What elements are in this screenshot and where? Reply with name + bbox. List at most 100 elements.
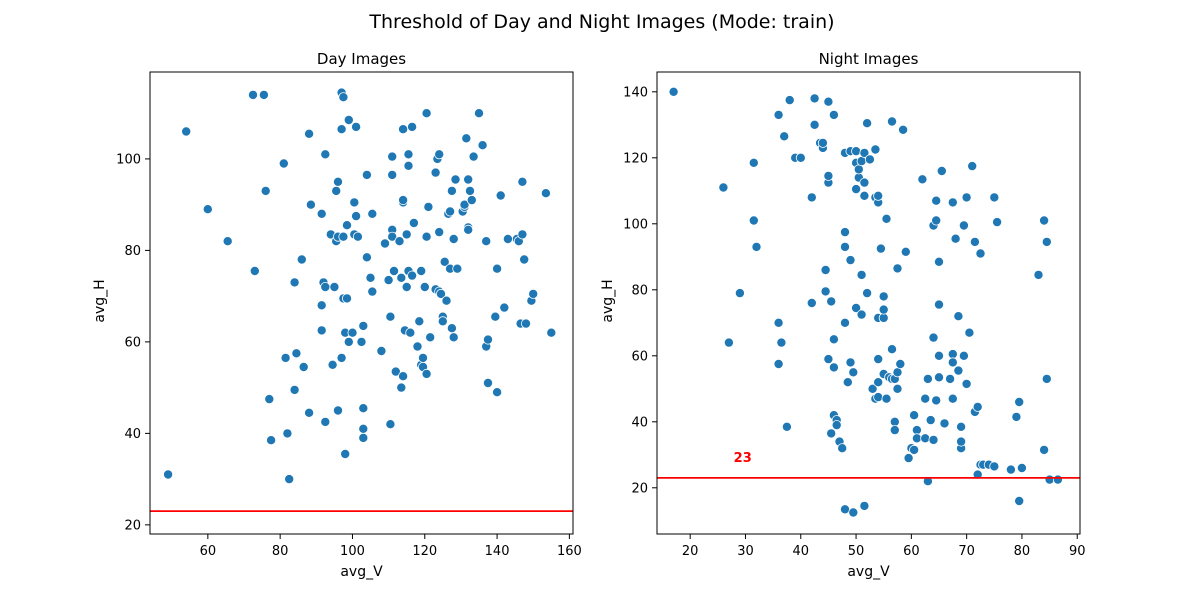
data-point <box>466 195 477 206</box>
data-point <box>490 311 501 322</box>
data-point <box>922 476 933 487</box>
data-point <box>820 286 831 297</box>
data-point <box>748 215 759 226</box>
data-point <box>327 359 338 370</box>
data-point <box>784 95 795 106</box>
data-point <box>461 133 472 144</box>
data-point <box>859 177 870 188</box>
data-point <box>202 204 213 215</box>
x-tick-label: 20 <box>682 544 699 559</box>
data-point <box>284 474 295 485</box>
data-point <box>773 317 784 328</box>
data-point <box>316 300 327 311</box>
data-point <box>817 137 828 148</box>
data-point <box>892 367 903 378</box>
data-point <box>909 410 920 421</box>
data-point <box>840 227 851 238</box>
data-point <box>668 86 679 97</box>
data-point <box>848 367 859 378</box>
data-point <box>903 453 914 464</box>
data-point <box>964 327 975 338</box>
data-point <box>336 352 347 363</box>
data-point <box>895 358 906 369</box>
data-point <box>358 432 369 443</box>
data-point <box>492 263 503 274</box>
y-tick-label: 100 <box>623 217 648 232</box>
y-tick-label: 60 <box>124 335 141 350</box>
data-point <box>446 323 457 334</box>
data-point <box>383 275 394 286</box>
night-points <box>668 86 1063 518</box>
data-point <box>723 337 734 348</box>
data-point <box>401 229 412 240</box>
data-point <box>917 174 928 185</box>
data-point <box>945 373 956 384</box>
data-point <box>809 93 820 104</box>
data-point <box>492 387 503 398</box>
data-point <box>931 395 942 406</box>
x-tick-label: 60 <box>903 544 920 559</box>
data-point <box>376 345 387 356</box>
data-point <box>956 421 967 432</box>
data-point <box>296 254 307 265</box>
data-point <box>828 334 839 345</box>
data-point <box>975 248 986 259</box>
y-tick-label: 100 <box>116 152 141 167</box>
data-point <box>329 281 340 292</box>
data-point <box>331 185 342 196</box>
day-images-panel: Day Images avg_V avg_H 60 80 100 120 140 160 2… <box>92 50 582 580</box>
data-point <box>887 344 898 355</box>
data-point <box>1052 474 1063 485</box>
y-tick-label: 20 <box>124 518 141 533</box>
data-point <box>718 182 729 193</box>
data-point <box>423 201 434 212</box>
data-point <box>356 336 367 347</box>
data-point <box>403 160 414 171</box>
data-point <box>473 108 484 119</box>
data-point <box>751 241 762 252</box>
data-point <box>873 392 884 403</box>
data-point <box>939 418 950 429</box>
x-tick-label: 50 <box>848 544 865 559</box>
data-point <box>828 109 839 120</box>
data-point <box>931 215 942 226</box>
data-point <box>258 89 269 100</box>
y-tick-label: 40 <box>124 427 141 442</box>
data-point <box>351 121 362 132</box>
data-point <box>826 428 837 439</box>
data-point <box>820 264 831 275</box>
data-point <box>864 154 875 165</box>
data-point <box>887 116 898 127</box>
night-axes-frame <box>656 71 1081 535</box>
data-point <box>519 254 530 265</box>
y-tick-label: 60 <box>631 349 648 364</box>
data-point <box>862 118 873 129</box>
x-tick-label: 160 <box>557 544 582 559</box>
x-tick-label: 100 <box>340 544 365 559</box>
data-point <box>840 317 851 328</box>
data-point <box>407 270 418 281</box>
data-point <box>922 373 933 384</box>
data-point <box>851 302 862 313</box>
data-point <box>1016 462 1027 473</box>
data-point <box>823 354 834 365</box>
data-point <box>445 206 456 217</box>
data-point <box>947 197 958 208</box>
data-point <box>748 157 759 168</box>
data-point <box>367 208 378 219</box>
data-point <box>517 229 528 240</box>
data-point <box>992 217 1003 228</box>
data-point <box>347 327 358 338</box>
data-point <box>856 269 867 280</box>
data-point <box>289 277 300 288</box>
data-point <box>734 288 745 299</box>
data-point <box>920 393 931 404</box>
data-point <box>305 199 316 210</box>
data-point <box>928 332 939 343</box>
data-point <box>947 393 958 404</box>
data-point <box>421 231 432 242</box>
data-point <box>969 236 980 247</box>
data-point <box>387 169 398 180</box>
